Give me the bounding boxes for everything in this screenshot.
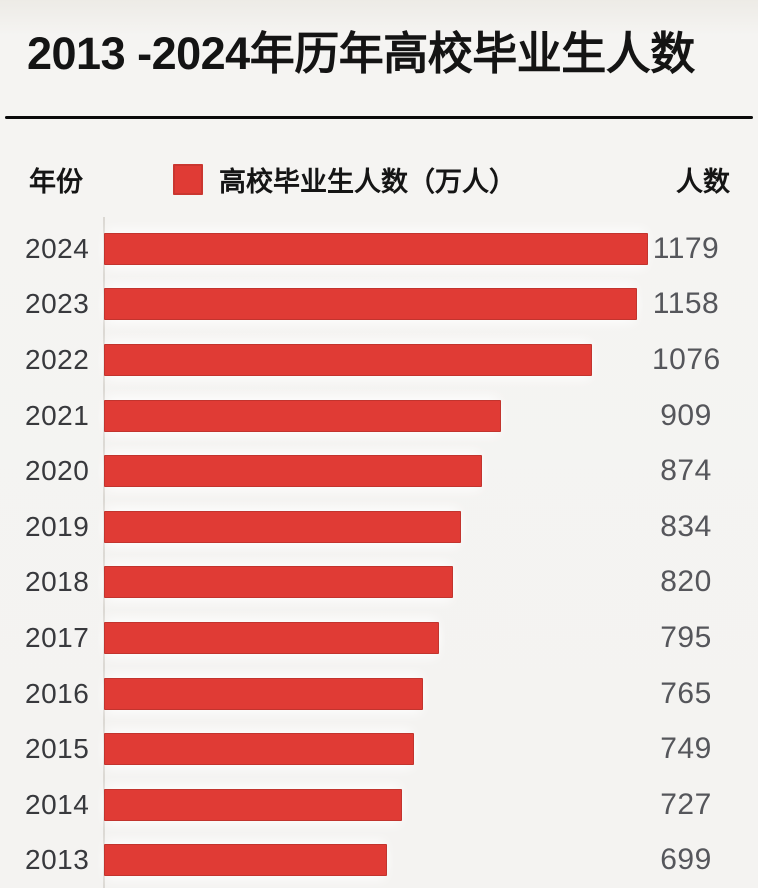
legend-label: 高校毕业生人数（万人） [219,166,516,197]
value-label: 749 [660,732,712,766]
bar [104,621,439,654]
bar-track [104,844,652,877]
value-label: 727 [660,787,712,821]
bar-track [104,455,652,488]
bar [104,788,402,821]
value-label: 909 [660,398,712,432]
bar [104,733,414,766]
bar [104,288,637,321]
bar-track [104,677,652,710]
year-label: 2024 [25,232,90,264]
count-column-header: 人数 [676,166,730,197]
legend: 高校毕业生人数（万人） [173,160,516,199]
legend-swatch-icon [173,163,203,195]
value-label: 699 [660,843,712,877]
bar-track [104,566,652,599]
chart-row: 2018 820 [0,555,758,611]
bar [104,510,461,543]
bar [104,232,648,265]
chart-row: 2016 765 [0,666,758,722]
year-label: 2017 [25,621,90,653]
bar-track [104,232,652,265]
chart-row: 2023 1158 [0,277,758,333]
chart-row: 2022 1076 [0,332,758,388]
bar-track [104,343,652,376]
bar [104,566,453,599]
value-label: 765 [660,676,712,710]
chart-row: 2019 834 [0,499,758,555]
page-title: 2013 -2024年历年高校毕业生人数 [27,28,695,79]
chart-row: 2020 874 [0,443,758,499]
year-label: 2014 [25,788,90,820]
chart-row: 2013 699 [0,833,758,888]
year-label: 2023 [25,288,90,320]
bar [104,343,592,376]
year-label: 2018 [25,566,90,598]
year-label: 2013 [25,844,90,876]
bar-track [104,733,652,766]
value-label: 1179 [652,231,720,265]
year-label: 2020 [25,455,90,487]
value-label: 820 [660,565,712,599]
year-label: 2019 [25,510,90,542]
bar-track [104,510,652,543]
y-axis-line [103,217,105,888]
bar [104,844,387,877]
value-label: 1158 [652,287,720,321]
bar [104,455,482,488]
chart-row: 2015 749 [0,721,758,777]
chart-header: 年份 高校毕业生人数（万人） 人数 [0,159,758,199]
value-label: 834 [660,509,712,543]
value-label: 874 [660,454,712,488]
bar-track [104,288,652,321]
title-divider [5,116,753,119]
bar-track [104,399,652,432]
year-label: 2022 [25,343,90,375]
year-column-header: 年份 [29,166,83,197]
chart-rows: 2024 1179 2023 1158 2022 1076 2021 909 2… [0,221,758,888]
year-label: 2016 [25,677,90,709]
year-label: 2015 [25,733,90,765]
value-label: 1076 [652,342,721,376]
chart-row: 2017 795 [0,610,758,666]
bar-track [104,788,652,821]
bar-chart: 2024 1179 2023 1158 2022 1076 2021 909 2… [0,217,758,888]
bar [104,399,501,432]
bar-track [104,621,652,654]
value-label: 795 [660,620,712,654]
chart-row: 2021 909 [0,388,758,444]
bar [104,677,423,710]
chart-row: 2014 727 [0,777,758,833]
chart-row: 2024 1179 [0,221,758,277]
year-label: 2021 [25,399,90,431]
